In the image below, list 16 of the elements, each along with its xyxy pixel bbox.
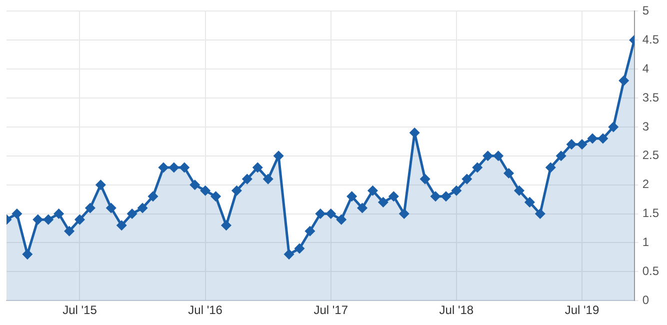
x-tick-label: Jul '15 — [62, 303, 98, 318]
y-tick-label: 2 — [642, 177, 650, 192]
x-tick-label: Jul '19 — [564, 303, 600, 318]
y-tick-label: 1 — [642, 235, 650, 250]
x-tick-label: Jul '16 — [188, 303, 223, 318]
y-tick-label: 4.5 — [642, 32, 660, 46]
y-tick-label: 4 — [642, 61, 650, 76]
x-tick-label: Jul '18 — [439, 303, 474, 318]
y-tick-label: 1.5 — [642, 206, 660, 220]
y-tick-label: 3 — [642, 119, 650, 134]
y-tick-label: 5 — [642, 4, 650, 18]
y-tick-label: 0.5 — [642, 264, 660, 278]
y-tick-label: 2.5 — [642, 148, 660, 162]
y-tick-label: 0 — [642, 292, 650, 307]
x-tick-label: Jul '17 — [314, 303, 348, 318]
y-tick-label: 3.5 — [642, 90, 660, 104]
